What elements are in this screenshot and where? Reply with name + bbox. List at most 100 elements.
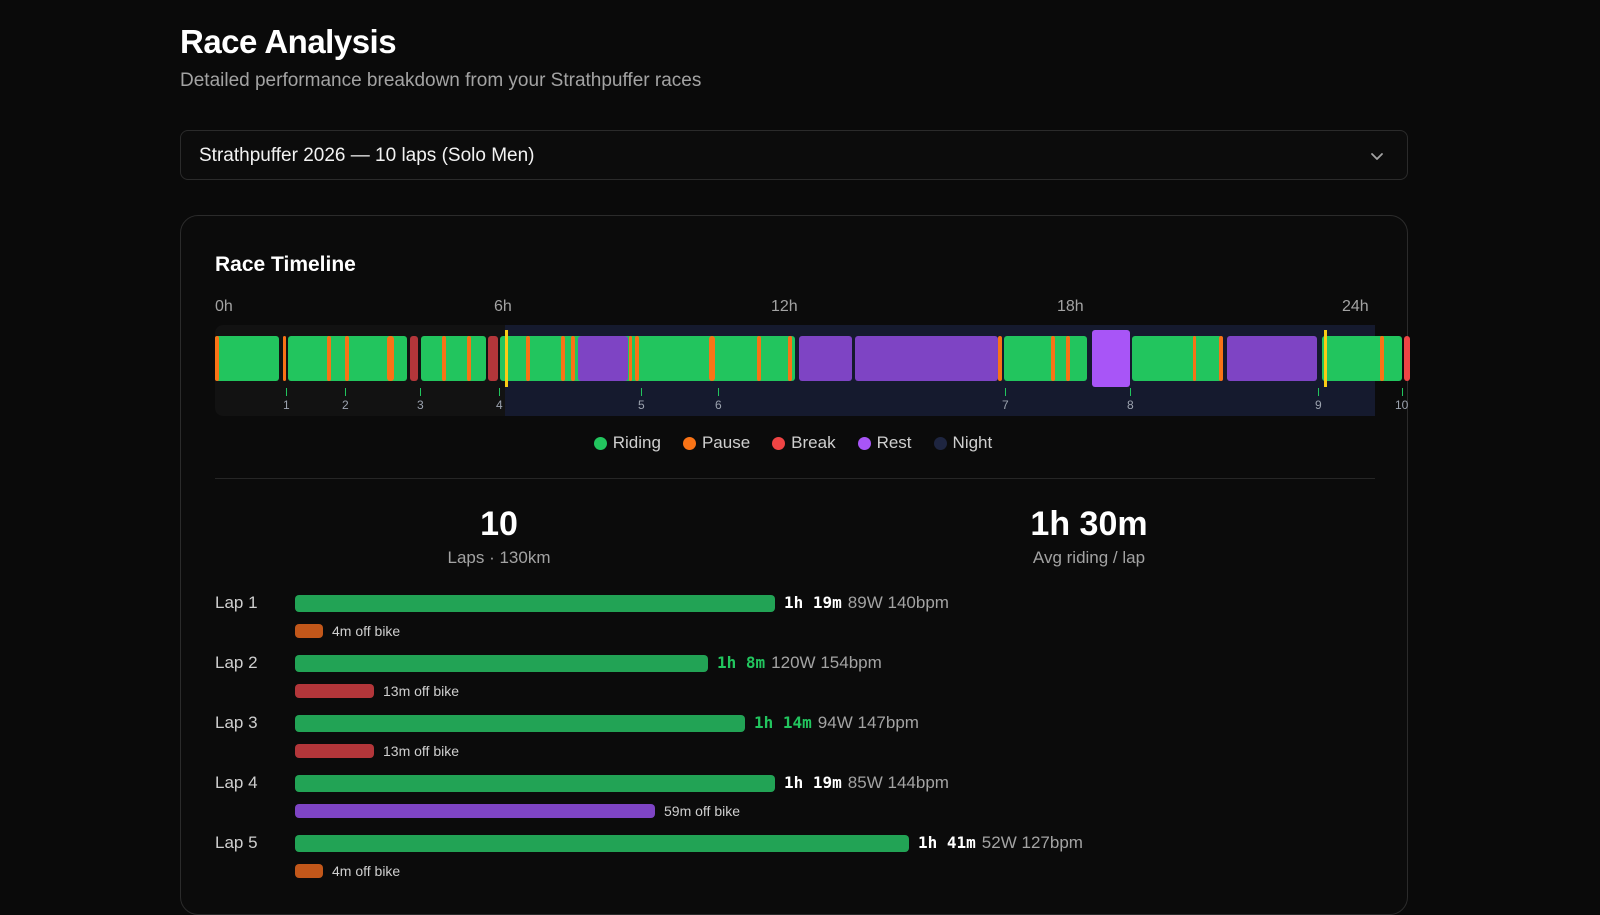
legend-night: Night [933,433,993,453]
timeline-rest-segment[interactable] [1227,336,1317,381]
timeline-pause-marker[interactable] [1219,336,1223,381]
tick-label-0h: 0h [215,298,233,315]
lap-off-bike-bar[interactable] [295,864,323,878]
break-dot-icon [772,436,786,450]
lap-label: Lap 2 [215,653,258,672]
lap-heart-rate: 154bpm [820,653,882,672]
legend-pause: Pause [682,433,750,453]
lap-riding-bar[interactable] [295,655,708,672]
timeline-riding-segment[interactable] [1322,336,1402,381]
lap-riding-bar[interactable] [295,775,775,792]
legend-label: Break [791,433,836,452]
timeline-night-start-marker [505,330,508,387]
timeline-pause-marker[interactable] [526,336,530,381]
lap-marker-label: 8 [1127,398,1134,412]
timeline-pause-marker[interactable] [1051,336,1055,381]
timeline-rest-segment[interactable] [578,336,628,381]
timeline-pause-marker[interactable] [442,336,446,381]
timeline-pause-marker[interactable] [635,336,639,381]
timeline-break-segment[interactable] [488,336,498,381]
lap-marker-label: 9 [1315,398,1322,412]
timeline-rest-segment[interactable] [1092,330,1130,387]
stat-avg-value: 1h 30m [1030,505,1148,543]
lap-marker-tick [641,388,642,396]
section-divider [215,478,1375,479]
lap-riding-bar[interactable] [295,715,745,732]
lap-marker-tick [345,388,346,396]
tick-label-6h: 6h [494,298,512,315]
race-timeline: 1 2 3 4 5 6 7 8 9 10 [215,325,1410,416]
race-select-value: Strathpuffer 2026 — 10 laps (Solo Men) [199,145,535,166]
lap-off-bike-label: 13m off bike [383,683,460,699]
timeline-pause-marker[interactable] [387,336,394,381]
lap-riding-bar[interactable] [295,835,909,852]
tick-label-24h: 24h [1342,298,1369,315]
timeline-pause-marker[interactable] [327,336,331,381]
timeline-pause-marker[interactable] [709,336,715,381]
lap-heart-rate: 144bpm [887,773,949,792]
lap-marker-label: 4 [496,398,503,412]
timeline-rest-segment[interactable] [855,336,998,381]
lap-power: 120W [771,653,816,672]
legend-label: Night [952,433,993,452]
lap-marker-tick [499,388,500,396]
timeline-pause-marker[interactable] [345,336,349,381]
riding-dot-icon [593,436,607,450]
timeline-pause-marker[interactable] [1380,336,1384,381]
lap-off-bike-label: 4m off bike [332,623,401,639]
legend-rest: Rest [857,433,912,453]
lap-marker-tick [1130,388,1131,396]
timeline-riding-segment[interactable] [1004,336,1087,381]
timeline-riding-segment[interactable] [1132,336,1222,381]
stat-laps-label: Laps · 130km [447,548,551,567]
lap-riding-bar[interactable] [295,595,775,612]
race-select-dropdown[interactable]: Strathpuffer 2026 — 10 laps (Solo Men) [180,130,1408,180]
lap-label: Lap 1 [215,593,258,612]
timeline-night-end-marker [1324,330,1327,387]
lap-off-bike-bar[interactable] [295,744,374,758]
timeline-pause-marker[interactable] [757,336,761,381]
lap-time: 1h 14m [754,713,812,732]
pause-dot-icon [682,436,696,450]
lap-marker-tick [286,388,287,396]
lap-time: 1h 8m [717,653,766,672]
stat-avg-riding: 1h 30m Avg riding / lap [989,505,1189,568]
timeline-rest-segment[interactable] [799,336,852,381]
lap-marker-label: 6 [715,398,722,412]
timeline-pause-marker[interactable] [561,336,565,381]
timeline-riding-segment[interactable] [500,336,795,381]
timeline-break-segment[interactable] [1404,336,1410,381]
lap-time: 1h 19m [784,593,842,612]
stat-avg-label: Avg riding / lap [1032,548,1146,567]
lap-off-bike-bar[interactable] [295,624,323,638]
timeline-pause-marker[interactable] [998,336,1002,381]
timeline-pause-marker[interactable] [215,336,219,381]
timeline-break-segment[interactable] [410,336,418,381]
timeline-pause-marker[interactable] [788,336,792,381]
lap-marker-label: 7 [1002,398,1009,412]
timeline-pause-marker[interactable] [1066,336,1070,381]
lap-power: 85W [847,773,883,792]
legend-riding: Riding [593,433,661,453]
lap-off-bike-label: 13m off bike [383,743,460,759]
timeline-pause-marker[interactable] [629,336,632,381]
lap-marker-label: 10 [1395,398,1409,412]
lap-heart-rate: 147bpm [857,713,919,732]
lap-off-bike-bar[interactable] [295,804,655,818]
lap-stats: 1h 41m 52W 127bpm [918,833,1083,853]
lap-heart-rate: 140bpm [887,593,949,612]
lap-marker-label: 2 [342,398,349,412]
lap-stats: 1h 19m 85W 144bpm [784,773,949,793]
timeline-pause-marker[interactable] [571,336,575,381]
timeline-riding-segment[interactable] [421,336,486,381]
timeline-pause-marker[interactable] [467,336,471,381]
timeline-riding-segment[interactable] [215,336,279,381]
stat-laps: 10 Laps · 130km [399,505,599,568]
timeline-title: Race Timeline [215,253,356,276]
lap-off-bike-bar[interactable] [295,684,374,698]
timeline-pause-marker[interactable] [1193,336,1196,381]
lap-power: 94W [817,713,853,732]
timeline-pause-marker[interactable] [283,336,286,381]
lap-time: 1h 41m [918,833,976,852]
lap-marker-tick [1005,388,1006,396]
